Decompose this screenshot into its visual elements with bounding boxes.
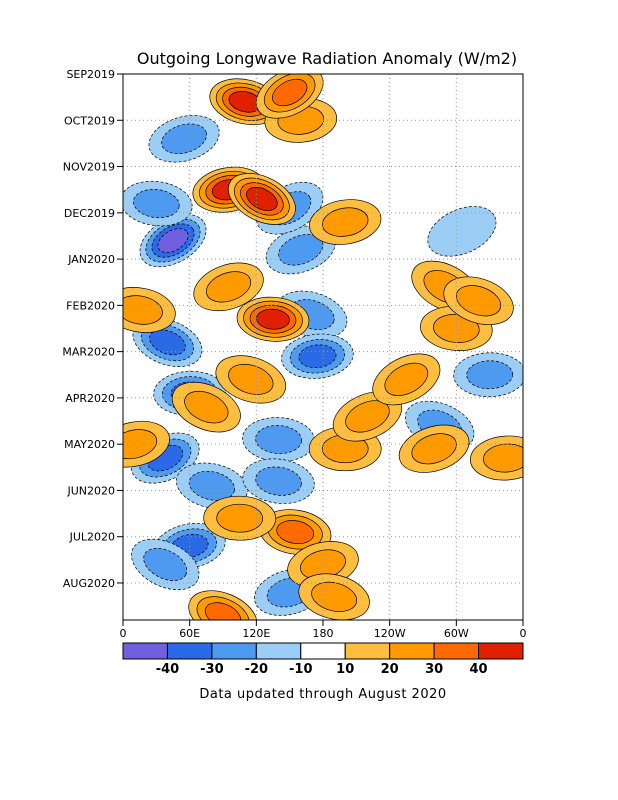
grid-lines (123, 74, 523, 620)
anomaly-cell (309, 199, 382, 245)
colorbar-swatch (122, 642, 168, 660)
anomaly-cell (242, 458, 315, 504)
y-axis: SEP2019 OCT2019 NOV2019 DEC2019 JAN2020 FEB20… (62, 68, 123, 590)
y-tick-label: DEC2019 (64, 207, 115, 220)
y-tick-label: SEP2019 (66, 68, 115, 81)
anomaly-cell (215, 355, 287, 404)
x-axis: 0 60E 120E 180 120W 60W 0 (120, 620, 527, 640)
x-tick-label: 60W (444, 627, 469, 640)
x-tick-label: 120W (374, 627, 406, 640)
x-tick-label: 120E (242, 627, 270, 640)
colorbar-swatch (344, 642, 391, 660)
anomaly-cell (123, 420, 170, 468)
anomaly-cell (259, 509, 332, 555)
anomaly-cell (427, 206, 497, 257)
colorbar-tick-label: 30 (425, 662, 443, 677)
y-tick-label: FEB2020 (66, 299, 115, 312)
colorbar-swatch (433, 642, 480, 660)
anomaly-cell (123, 180, 193, 227)
colorbar-tick-label: -40 (156, 662, 180, 677)
anomaly-cell (203, 495, 277, 541)
colorbar-swatch (166, 642, 213, 660)
colorbar-swatch (389, 642, 435, 660)
anomaly-cell (131, 538, 200, 591)
y-tick-label: MAY2020 (64, 438, 115, 451)
y-tick-label: NOV2019 (63, 161, 115, 174)
anomaly-cell (139, 214, 207, 268)
anomaly-cell (298, 573, 370, 620)
colorbar-tick-label: -20 (245, 662, 269, 677)
y-tick-label: AUG2020 (63, 577, 115, 590)
y-tick-label: JUL2020 (69, 531, 115, 544)
data-caption: Data updated through August 2020 (199, 687, 446, 702)
anomaly-cell (453, 352, 523, 398)
colorbar: -40 -30 -20 -10 10 20 30 40 (122, 642, 524, 677)
anomaly-cell (281, 333, 354, 379)
y-tick-label: JAN2020 (67, 253, 115, 266)
y-tick-label: JUN2020 (66, 484, 115, 497)
x-tick-label: 0 (520, 627, 527, 640)
x-tick-label: 60E (179, 627, 200, 640)
anomaly-cell (398, 424, 470, 473)
colorbar-swatch (300, 642, 346, 660)
anomaly-cell (193, 262, 264, 312)
colorbar-swatch (478, 642, 524, 660)
anomaly-field (123, 74, 523, 620)
colorbar-tick-label: 40 (470, 662, 488, 677)
y-tick-label: MAR2020 (62, 346, 115, 359)
anomaly-cell (227, 173, 296, 225)
chart-title: Outgoing Longwave Radiation Anomaly (W/m… (137, 49, 517, 68)
colorbar-swatch (255, 642, 302, 660)
anomaly-cell (236, 296, 310, 342)
anomaly-cell (188, 590, 258, 620)
colorbar-tick-label: -30 (200, 662, 224, 677)
y-tick-label: OCT2019 (64, 114, 115, 127)
anomaly-cell (242, 417, 315, 462)
anomaly-cell (470, 435, 523, 481)
y-tick-label: APR2020 (65, 392, 115, 405)
colorbar-tick-label: -10 (289, 662, 313, 677)
colorbar-tick-label: 20 (381, 662, 399, 677)
anomaly-cell (443, 276, 514, 325)
x-tick-label: 0 (120, 627, 127, 640)
anomaly-cell (123, 287, 176, 333)
colorbar-tick-label: 10 (336, 662, 354, 677)
x-tick-label: 180 (313, 627, 334, 640)
anomaly-cell (148, 115, 220, 163)
colorbar-swatch (211, 642, 257, 660)
anomaly-cell (255, 74, 324, 119)
